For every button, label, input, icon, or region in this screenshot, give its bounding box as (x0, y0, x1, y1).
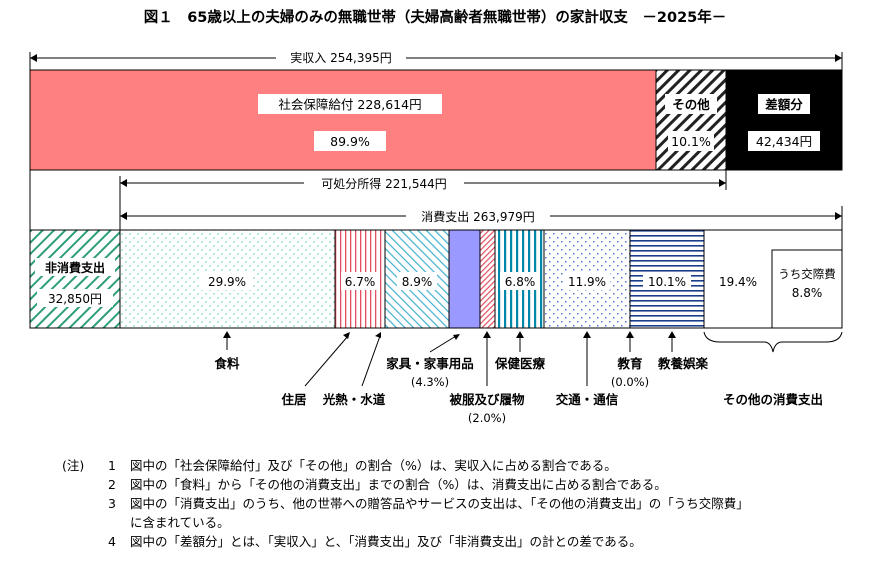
medical-pct: 6.8% (505, 275, 536, 289)
difference-label: 差額分 (764, 97, 803, 112)
social-security-label: 社会保障給付 228,614円 (278, 97, 421, 112)
income-other-pct: 10.1% (671, 134, 711, 149)
income-other-label: その他 (672, 97, 710, 112)
housing-pct: 6.7% (345, 275, 376, 289)
clothing-label: 被服及び履物 (449, 392, 525, 407)
transport-pct: 11.9% (568, 275, 606, 289)
utilities-label: 光熱・水道 (322, 392, 386, 407)
chart-title: 図１ 65歳以上の夫婦のみの無職世帯（夫婦高齢者無職世帯）の家計収支 －2025… (144, 8, 727, 26)
note-text: 図中の「社会保障給付」及び「その他」の割合（%）は、実収入に占める割合である。 (130, 458, 617, 473)
social-expenses-pct: 8.8% (792, 286, 823, 300)
note-continuation: に含まれている。 (130, 515, 230, 530)
medical-label: 保健医療 (494, 356, 546, 371)
notes-prefix: (注) (62, 458, 85, 473)
bar-clothing (479, 229, 496, 329)
social-security-pct: 89.9% (330, 134, 370, 149)
bar-difference (725, 69, 843, 171)
notes-section: (注) 1 図中の「社会保障給付」及び「その他」の割合（%）は、実収入に占める割… (62, 456, 749, 551)
note-text: 図中の「食料」から「その他の消費支出」までの割合（%）は、消費支出に占める割合で… (130, 477, 667, 492)
note-number: 2 (108, 477, 116, 492)
food-label: 食料 (213, 356, 240, 371)
non-consumption-label: 非消費支出 (45, 260, 105, 275)
note-item: 4 図中の「差額分」とは、「実収入」と、「消費支出」及び「非消費支出」の計との差… (62, 532, 749, 551)
housing-label: 住居 (281, 392, 306, 407)
note-number: 4 (108, 534, 116, 549)
disposable-label: 可処分所得 221,544円 (321, 176, 446, 191)
difference-value: 42,434円 (756, 134, 812, 149)
recreation-label: 教養娯楽 (657, 356, 709, 371)
household-budget-figure: 図１ 65歳以上の夫婦のみの無職世帯（夫婦高齢者無職世帯）の家計収支 －2025… (29, 8, 843, 425)
note-item: (注) 1 図中の「社会保障給付」及び「その他」の割合（%）は、実収入に占める割… (62, 456, 749, 475)
non-consumption-value: 32,850円 (48, 292, 102, 306)
social-expenses-label: うち交際費 (778, 267, 836, 281)
bar-furniture (448, 229, 481, 329)
note-number: 3 (108, 496, 116, 511)
bar-income-other (655, 69, 727, 171)
clothing-pct: (2.0%) (468, 411, 506, 425)
bar-social-security (29, 69, 657, 171)
bar-food (119, 229, 336, 329)
transport-label: 交通・通信 (556, 392, 619, 407)
recreation-pct: 10.1% (648, 275, 686, 289)
bar-social-expenses (771, 249, 843, 329)
note-number: 1 (108, 458, 116, 473)
utilities-pct: 8.9% (402, 275, 433, 289)
food-pct: 29.9% (208, 275, 246, 289)
bar-non-consumption (29, 229, 121, 329)
furniture-label: 家具・家事用品 (386, 356, 474, 371)
income-label: 実収入 254,395円 (290, 50, 391, 65)
education-pct: (0.0%) (611, 375, 649, 389)
education-label: 教育 (616, 356, 643, 371)
other-consumption-label: その他の消費支出 (723, 392, 823, 407)
note-item: 2 図中の「食料」から「その他の消費支出」までの割合（%）は、消費支出に占める割… (62, 475, 749, 494)
other-consumption-pct: 19.4% (719, 275, 757, 289)
note-item: 3 図中の「消費支出」のうち、他の世帯への贈答品やサービスの支出は、「その他の消… (62, 494, 749, 513)
furniture-pct: (4.3%) (411, 375, 449, 389)
consumption-label: 消費支出 263,979円 (421, 209, 534, 224)
note-text: 図中の「消費支出」のうち、他の世帯への贈答品やサービスの支出は、「その他の消費支… (130, 496, 749, 511)
note-text: 図中の「差額分」とは、「実収入」と、「消費支出」及び「非消費支出」の計との差であ… (130, 534, 642, 549)
